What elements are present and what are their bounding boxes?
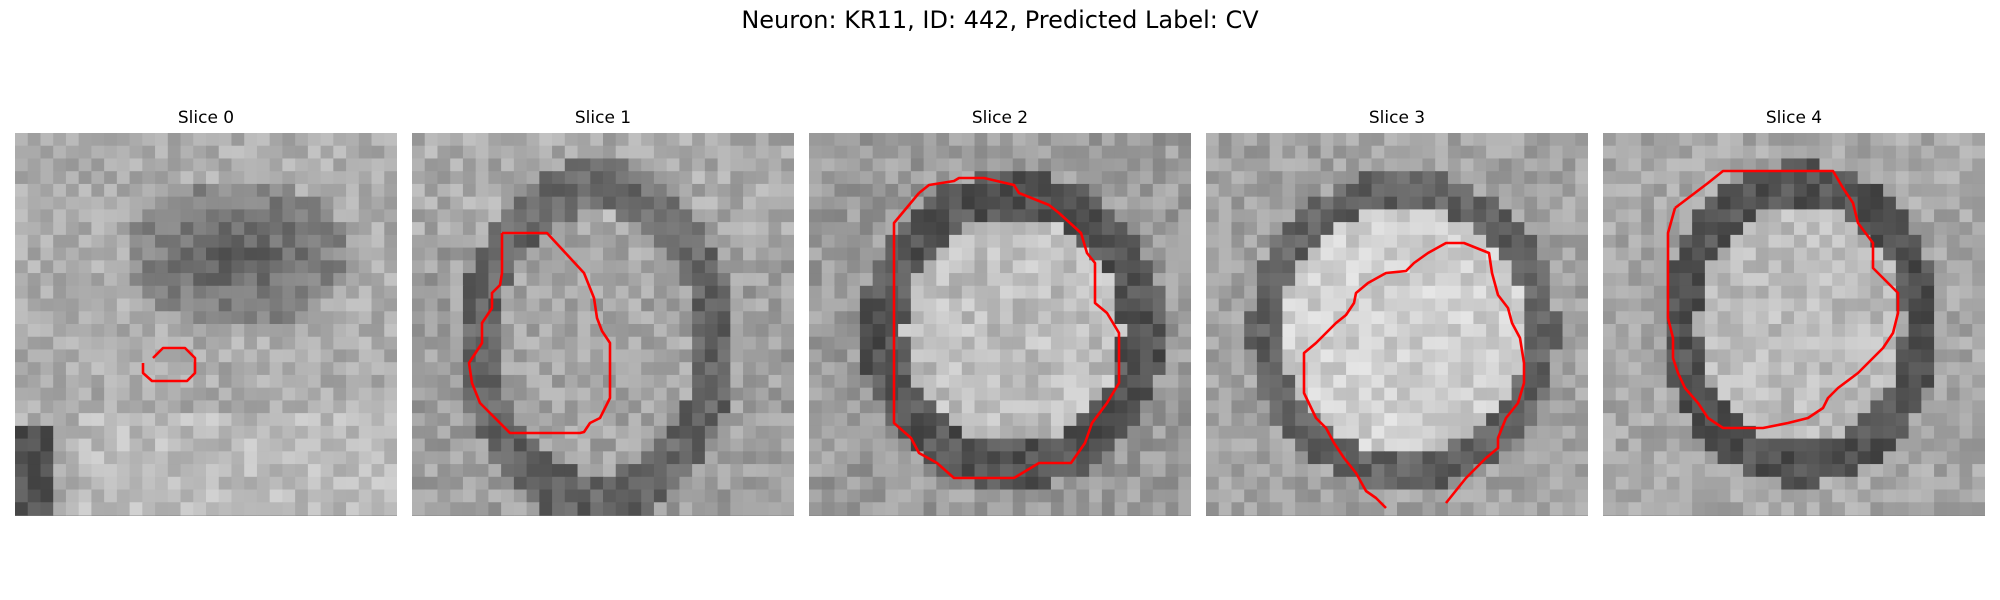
- slice-0-pixels: [15, 133, 397, 516]
- slice-1-title: Slice 1: [574, 108, 632, 128]
- figure-title: Neuron: KR11, ID: 442, Predicted Label: …: [741, 6, 1259, 34]
- slice-4-pixels: [1603, 133, 1985, 516]
- slice-3-contour: [1302, 241, 1526, 509]
- slice-4-contour: [1666, 169, 1900, 430]
- slice-1-image: [412, 133, 794, 516]
- slice-3-image: [1206, 133, 1588, 516]
- slice-0-image: [15, 133, 397, 516]
- slice-3-title: Slice 3: [1368, 108, 1426, 128]
- slice-1-contour: [467, 231, 612, 435]
- slice-4-title: Slice 4: [1765, 108, 1823, 128]
- slice-2-pixels: [809, 133, 1191, 516]
- slice-1-pixels: [412, 133, 794, 516]
- slice-0-title: Slice 0: [177, 108, 235, 128]
- slice-4-image: [1603, 133, 1985, 516]
- slice-2-title: Slice 2: [971, 108, 1029, 128]
- slice-3-pixels: [1206, 133, 1588, 516]
- slice-2-image: [809, 133, 1191, 516]
- slice-0-contour: [141, 346, 197, 383]
- slice-2-contour: [892, 176, 1121, 480]
